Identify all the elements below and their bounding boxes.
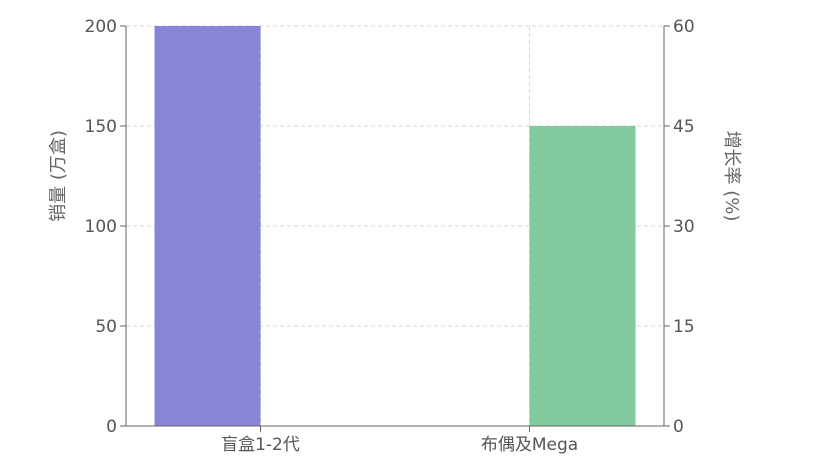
bar	[154, 26, 261, 426]
y-axis-left-tick-label: 50	[95, 317, 117, 337]
x-axis-tick-label: 盲盒1-2代	[221, 435, 300, 455]
y-axis-left-tick-label: 200	[85, 17, 117, 37]
tick-labels: 0 50 100 150 200 0 15 30 45 60 盲盒1-2代 布偶及Mega	[85, 17, 695, 455]
y-axis-left-tick-label: 100	[85, 217, 117, 237]
y-axis-right-tick-label: 15	[673, 317, 695, 337]
y-axis-right-title: 增长率 (%)	[721, 131, 742, 222]
y-axis-left-tick-label: 0	[106, 417, 117, 437]
axes	[120, 25, 670, 432]
y-axis-right-tick-label: 30	[673, 217, 695, 237]
y-axis-left-title: 销量 (万盒)	[48, 130, 69, 222]
y-axis-right-tick-label: 0	[673, 417, 684, 437]
y-axis-right-tick-label: 60	[673, 17, 695, 37]
bar	[529, 126, 636, 426]
y-axis-right-tick-label: 45	[673, 117, 695, 137]
x-axis-tick-label: 布偶及Mega	[481, 435, 578, 455]
y-axis-left-tick-label: 150	[85, 117, 117, 137]
bars	[154, 26, 636, 426]
